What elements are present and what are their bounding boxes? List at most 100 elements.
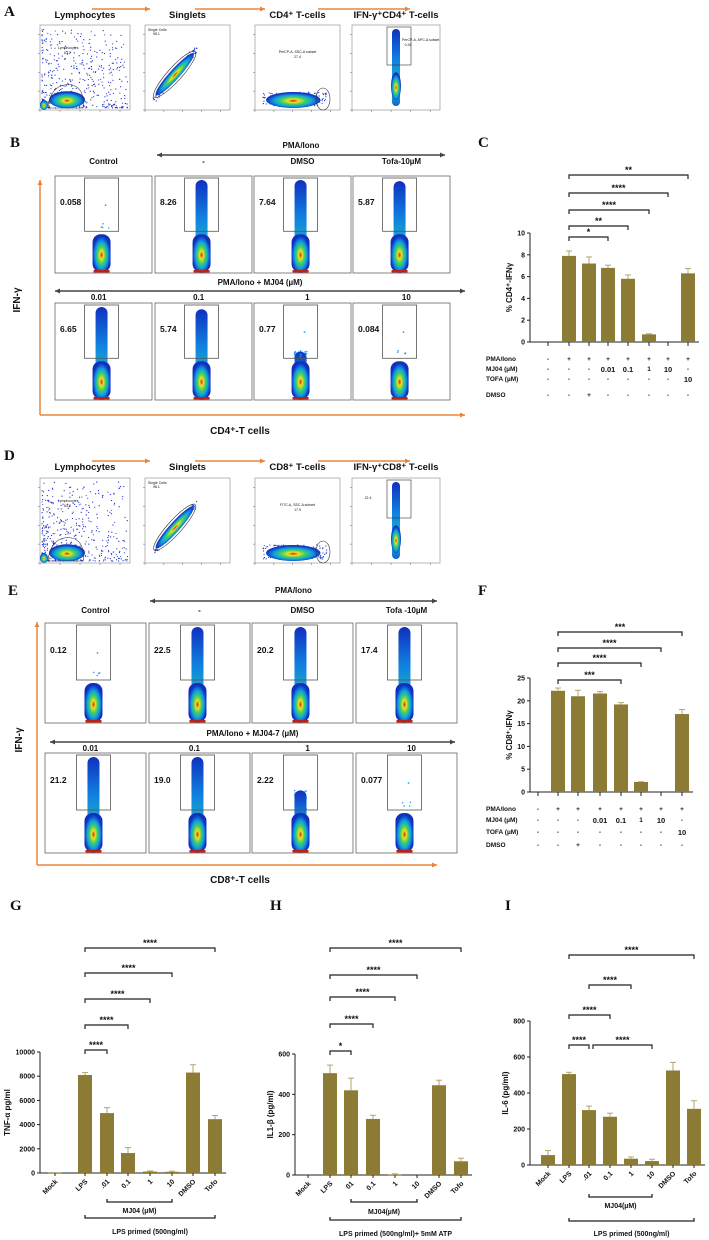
event-dot [79,545,81,547]
event-dot [43,539,45,541]
event-dot [78,496,81,498]
significance-stars: **** [602,638,617,648]
event-dot [322,92,324,95]
event-dot [48,63,50,65]
event-dot [44,84,46,86]
condition-label: MJ04 (µM) [486,366,518,373]
event-dot [97,672,100,675]
event-dot [124,516,126,518]
event-dot [153,99,155,101]
event-dot [80,33,82,35]
event-dot [102,222,104,225]
condition-value: - [681,842,683,849]
event-dot [119,78,121,80]
event-dot [98,554,100,556]
event-dot [109,511,111,513]
event-dot [109,536,112,538]
event-dot [107,491,109,493]
event-dot [109,72,111,74]
bar-4 [621,278,635,342]
flow-plot: 19.0 [148,752,251,854]
concentration-label: 1 [305,293,310,302]
event-dot [101,104,104,106]
event-dot [106,540,108,542]
condition-value: - [557,817,559,824]
event-dot [70,526,72,528]
event-dot [401,801,404,804]
event-dot [299,355,302,358]
group-bracket [329,1217,462,1221]
event-dot [48,499,50,501]
event-dot [299,350,302,352]
event-dot [55,67,57,69]
event-dot [45,38,48,40]
gate-percentage: 0.084 [358,324,380,334]
bar-3 [593,693,607,792]
event-dot [96,548,98,550]
event-dot [107,542,109,544]
x-tick-label: DMSO [424,1180,444,1200]
condition-value: + [680,806,684,813]
event-dot [96,674,99,677]
condition-value: - [537,817,539,824]
bar-2 [344,1090,358,1175]
significance-bracket [329,1023,374,1028]
gating-plot-title: CD4⁺ T-cells [269,10,325,21]
significance-bracket [568,225,629,230]
event-dot [79,63,81,65]
event-dot [87,84,89,86]
event-dot [75,534,77,537]
treatment-arrow [50,739,455,745]
event-dot [91,96,93,99]
event-dot [94,493,97,495]
population-blob [291,683,310,722]
gate-rectangle [386,479,412,519]
event-dot [121,46,123,48]
significance-stars: **** [143,938,158,948]
event-dot [41,79,43,81]
event-dot [48,105,51,107]
event-dot [90,99,92,101]
group-arrow [150,598,437,604]
event-dot [74,47,76,49]
population-floor [93,397,110,400]
gate-rectangle [387,754,422,811]
event-dot [275,92,277,94]
event-dot [113,493,115,495]
event-dot [63,490,65,492]
event-dot [56,44,59,46]
event-dot [111,531,113,533]
event-dot [50,62,52,65]
flow-plot: 21.2 [44,752,147,854]
bar-1 [562,1074,576,1165]
significance-bracket [84,947,216,952]
event-dot [46,524,49,526]
bar-5 [645,1161,659,1165]
event-dot [42,509,45,511]
event-dot [293,353,296,356]
event-dot [318,95,320,97]
event-dot [96,105,98,108]
event-dot [96,526,98,528]
event-dot [66,530,68,532]
event-dot [70,486,72,488]
event-dot [67,507,69,509]
event-dot [108,104,110,106]
gate-percentage: 5.87 [358,197,375,207]
condition-label: PMA/Iono [486,356,516,363]
event-dot [124,97,126,100]
gating-plot-title: Lymphocytes [55,462,116,473]
event-dot [88,520,90,522]
condition-label: TOFA (µM) [486,376,518,383]
group-arrow [157,152,445,158]
event-dot [47,547,49,549]
gate-rectangle [184,304,219,359]
event-dot [62,527,64,530]
event-dot [111,554,113,556]
event-dot [84,91,86,94]
y-tick-label: 400 [513,1091,525,1098]
event-dot [123,66,125,68]
gate-rectangle [76,624,111,681]
y-axis-label: % CD8⁺-IFNγ [505,710,514,760]
